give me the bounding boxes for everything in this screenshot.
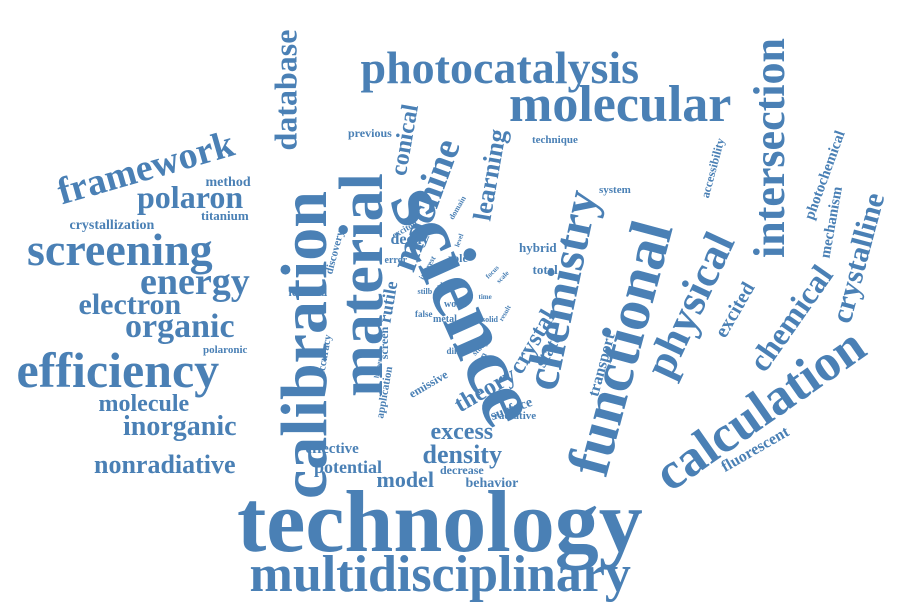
- word-technology: technology: [237, 474, 643, 571]
- word-metal: metal: [433, 314, 457, 325]
- word-effective: effective: [305, 440, 359, 457]
- word-radiative: radiative: [494, 409, 537, 422]
- word-learning: learning: [467, 126, 513, 223]
- word-inorganic: inorganic: [123, 411, 237, 442]
- word-role: role: [448, 251, 468, 265]
- word-decay: decay: [390, 231, 430, 248]
- word-stilb: stilb: [417, 287, 433, 296]
- word-efficiency: efficiency: [16, 342, 220, 398]
- word-screen: screen: [377, 326, 392, 360]
- word-total: total: [532, 261, 558, 277]
- word-polaron: polaron: [137, 179, 244, 215]
- word-time: time: [478, 292, 492, 301]
- word-polaronic: polaronic: [203, 343, 248, 356]
- word-crystallization: crystallization: [69, 218, 155, 233]
- word-nonradiative: nonradiative: [94, 450, 236, 479]
- word-system: system: [599, 183, 631, 196]
- word-previous: previous: [348, 126, 392, 140]
- word-error: error: [384, 255, 408, 266]
- word-solid: solid: [482, 315, 499, 324]
- word-accessibility: accessibility: [697, 136, 727, 200]
- word-emissive: emissive: [405, 367, 450, 401]
- word-potential: potential: [314, 457, 383, 477]
- word-molecular: molecular: [509, 76, 732, 133]
- word-intersection: intersection: [744, 38, 794, 258]
- word-learned: learned: [288, 285, 328, 299]
- word-work: work: [444, 299, 467, 310]
- word-titanium: titanium: [201, 207, 249, 223]
- word-hybrid: hybrid: [519, 239, 557, 255]
- word-technique: technique: [532, 133, 578, 146]
- word-false: false: [415, 308, 433, 319]
- word-energy: energy: [140, 261, 250, 303]
- word-model: model: [376, 467, 434, 492]
- word-database: database: [266, 29, 303, 151]
- word-organic: organic: [125, 308, 235, 345]
- word-method: method: [205, 175, 251, 190]
- word-behavior: behavior: [465, 476, 519, 491]
- word-decrease: decrease: [440, 463, 484, 477]
- word-density: density: [422, 440, 502, 469]
- word-molecule: molecule: [98, 391, 190, 417]
- word-dimer: dimer: [446, 345, 470, 356]
- word-excess: excess: [430, 419, 494, 445]
- word-multidisciplinary: multidisciplinary: [249, 546, 631, 603]
- word-photocatalysis: photocatalysis: [360, 42, 640, 93]
- word-electron: electron: [78, 288, 182, 321]
- word-screening: screening: [27, 224, 213, 275]
